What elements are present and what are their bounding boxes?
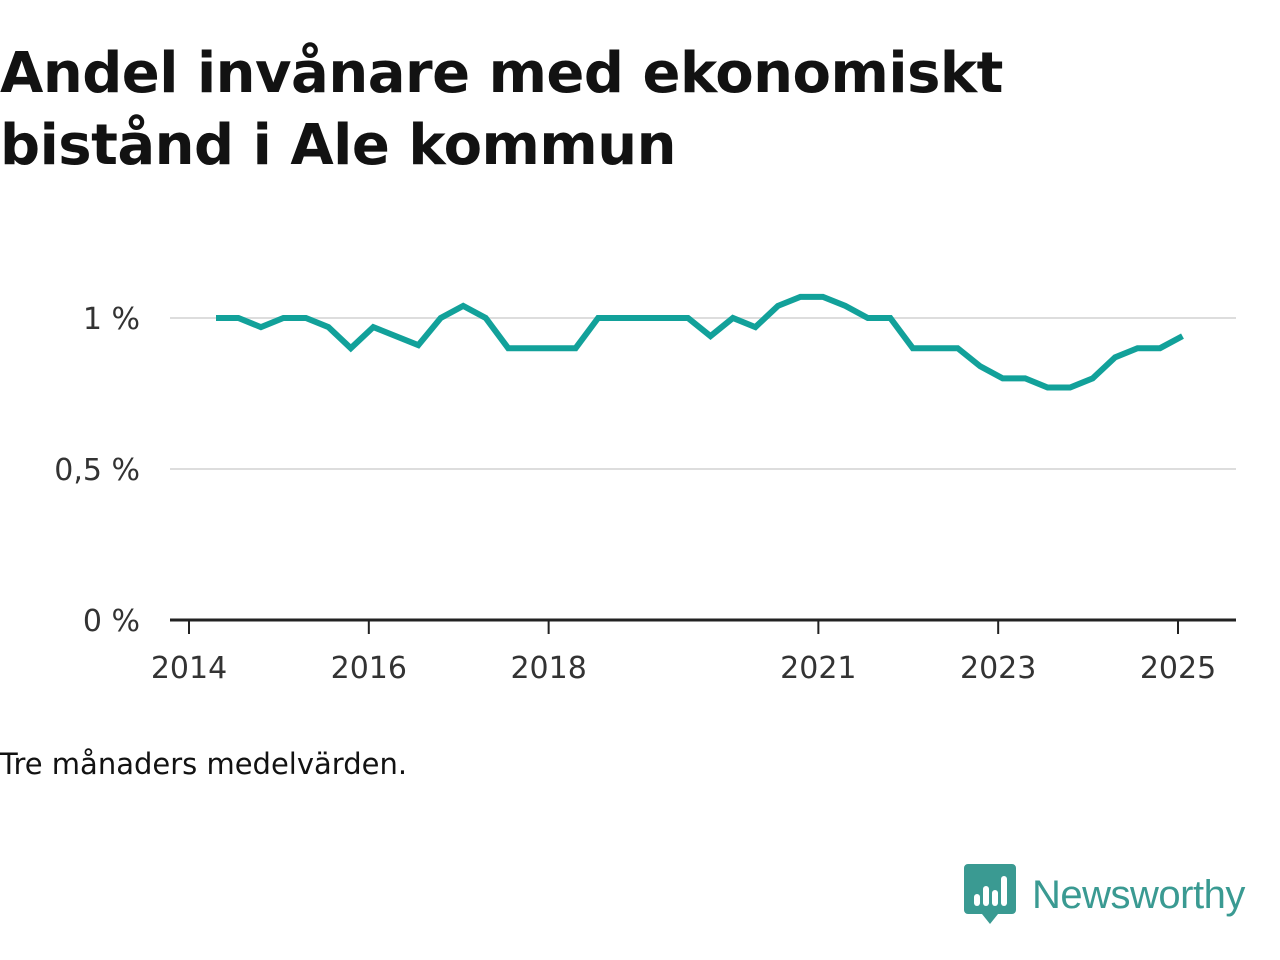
y-tick-label: 0,5 %	[54, 453, 140, 488]
x-tick-label: 2018	[510, 651, 586, 686]
x-tick-label: 2014	[151, 651, 227, 686]
x-tick-label: 2021	[780, 651, 856, 686]
chart-title: Andel invånare med ekonomiskt bistånd i …	[0, 41, 1003, 178]
line-chart: 0 % 0,5 % 1 % 2014 2016 2018 2021 2023 2025	[54, 293, 1236, 686]
x-tick-label: 2016	[331, 651, 407, 686]
y-axis-labels: 0 % 0,5 % 1 %	[54, 302, 140, 639]
brand-name: Newsworthy	[1032, 872, 1245, 917]
series-line	[216, 293, 1184, 391]
x-tick-label: 2023	[960, 651, 1036, 686]
newsworthy-logo-icon	[964, 864, 1016, 924]
y-tick-label: 0 %	[83, 604, 140, 639]
chart-note: Tre månaders medelvärden.	[0, 747, 408, 781]
series-layer	[216, 293, 1184, 391]
x-tick-label: 2025	[1140, 651, 1216, 686]
x-axis-ticks: 2014 2016 2018 2021 2023 2025	[151, 620, 1216, 686]
y-tick-label: 1 %	[83, 302, 140, 337]
gridlines	[170, 317, 1236, 470]
brand: Newsworthy	[964, 864, 1245, 926]
